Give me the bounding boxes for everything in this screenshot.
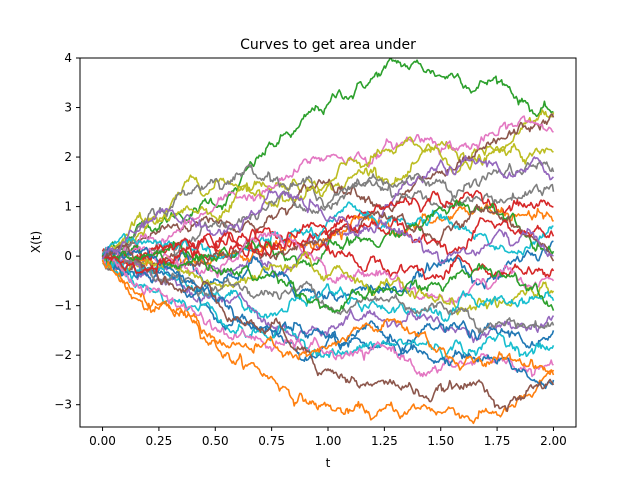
y-tick-label: −1 bbox=[54, 299, 72, 313]
series-line-path-16 bbox=[101, 231, 555, 281]
y-tick-label: 1 bbox=[64, 200, 72, 214]
series-line-path-07 bbox=[101, 136, 554, 258]
series-line-path-27 bbox=[101, 250, 555, 313]
y-axis-label: X(t) bbox=[29, 231, 43, 253]
y-tick-label: −2 bbox=[54, 348, 72, 362]
x-tick-label: 1.00 bbox=[315, 434, 342, 448]
x-tick-label: 1.25 bbox=[371, 434, 398, 448]
series-line-path-23 bbox=[101, 250, 555, 361]
series-line-path-09 bbox=[102, 172, 555, 264]
series-line-path-18 bbox=[101, 251, 555, 316]
x-tick-label: 0.00 bbox=[89, 434, 116, 448]
series-line-path-05 bbox=[101, 115, 554, 257]
series-line-path-06 bbox=[102, 159, 555, 272]
y-tick-label: 4 bbox=[64, 51, 72, 65]
series-line-path-08 bbox=[102, 155, 555, 281]
x-tick-label: 2.00 bbox=[540, 434, 567, 448]
x-tick-label: 0.50 bbox=[202, 434, 229, 448]
series-line-path-22 bbox=[101, 248, 555, 334]
x-tick-label: 0.25 bbox=[146, 434, 173, 448]
y-tick-label: 0 bbox=[64, 249, 72, 263]
x-tick-label: 1.75 bbox=[484, 434, 511, 448]
series-line-path-25 bbox=[101, 246, 555, 390]
x-axis: 0.00 0.25 0.50 0.75 1.00 1.25 1.50 1.75 2.00 bbox=[89, 427, 567, 448]
series-line-path-02 bbox=[101, 248, 555, 425]
x-tick-label: 1.50 bbox=[427, 434, 454, 448]
chart-title: Curves to get area under bbox=[240, 37, 416, 53]
series-layer bbox=[101, 58, 555, 425]
series-line-path-26 bbox=[101, 242, 555, 412]
x-axis-label: t bbox=[326, 456, 331, 470]
y-axis: −3 −2 −1 0 1 2 3 4 bbox=[54, 51, 80, 412]
series-line-path-29 bbox=[102, 217, 555, 275]
series-line-path-30 bbox=[101, 189, 554, 265]
series-line-path-17 bbox=[101, 230, 555, 305]
series-line-path-28 bbox=[101, 259, 555, 373]
series-line-path-19 bbox=[101, 258, 555, 323]
x-tick-label: 0.75 bbox=[258, 434, 285, 448]
y-tick-label: −3 bbox=[54, 398, 72, 412]
y-tick-label: 2 bbox=[64, 150, 72, 164]
y-tick-label: 3 bbox=[64, 101, 72, 115]
